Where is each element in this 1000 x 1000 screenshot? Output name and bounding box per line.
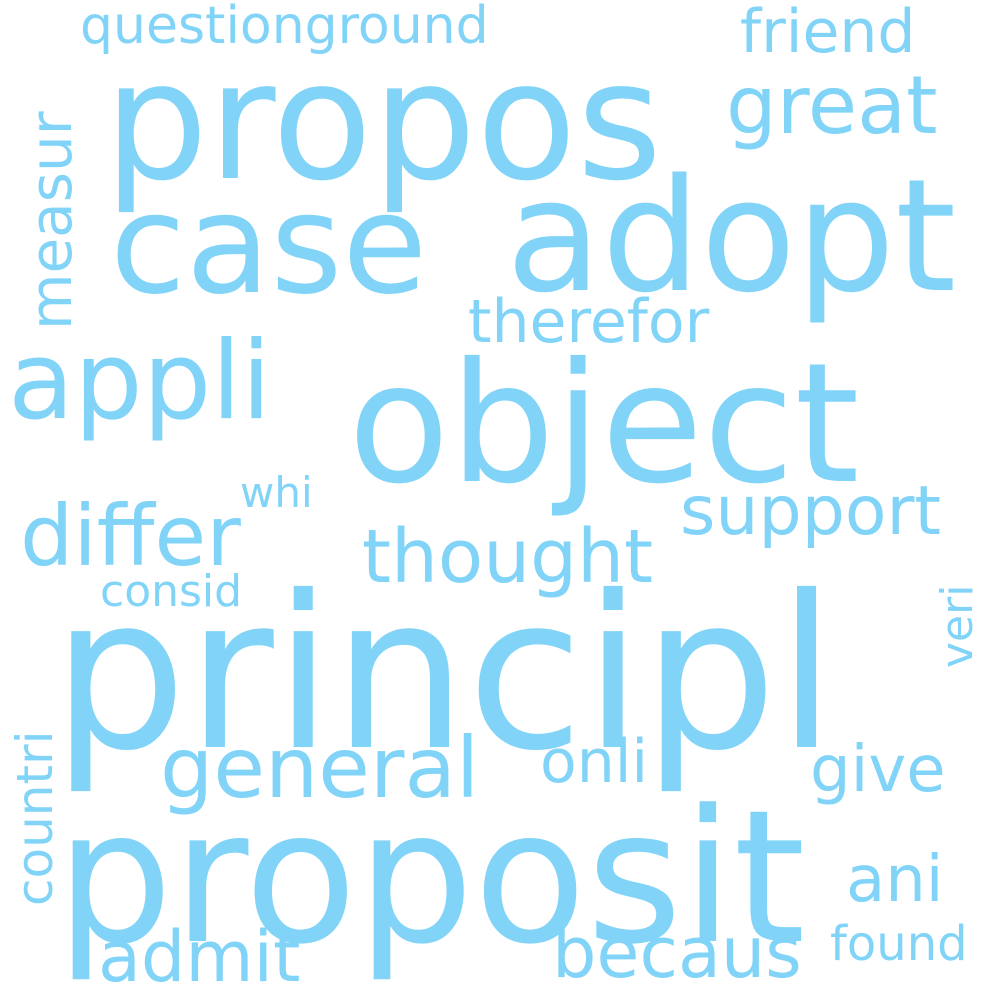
word-ani: ani [846,843,944,917]
word-proposit: proposit [56,771,806,985]
word-veri: veri [932,584,983,668]
word-countri: countri [6,730,64,906]
word-questionground: questionground [80,0,489,56]
word-measur: measur [17,111,85,330]
word-support: support [680,472,942,551]
word-object: object [348,328,860,521]
word-principl: principl [52,550,836,797]
word-therefor: therefor [468,287,710,357]
word-differ: differ [20,487,241,585]
word-great: great [726,59,938,152]
word-propos: propos [104,26,663,217]
word-case: case [110,164,428,325]
word-friend: friend [740,0,916,67]
word-general: general [160,719,480,817]
word-thought: thought [362,514,653,600]
word-adopt: adopt [506,145,957,327]
word-give: give [810,733,946,807]
word-found: found [830,916,968,972]
word-admit: admit [98,916,301,998]
word-onli: onli [540,727,649,797]
word-whi: whi [240,468,313,517]
word-becaus: becaus [552,912,802,994]
word-consid: consid [100,566,243,617]
word-appli: appli [8,319,272,444]
